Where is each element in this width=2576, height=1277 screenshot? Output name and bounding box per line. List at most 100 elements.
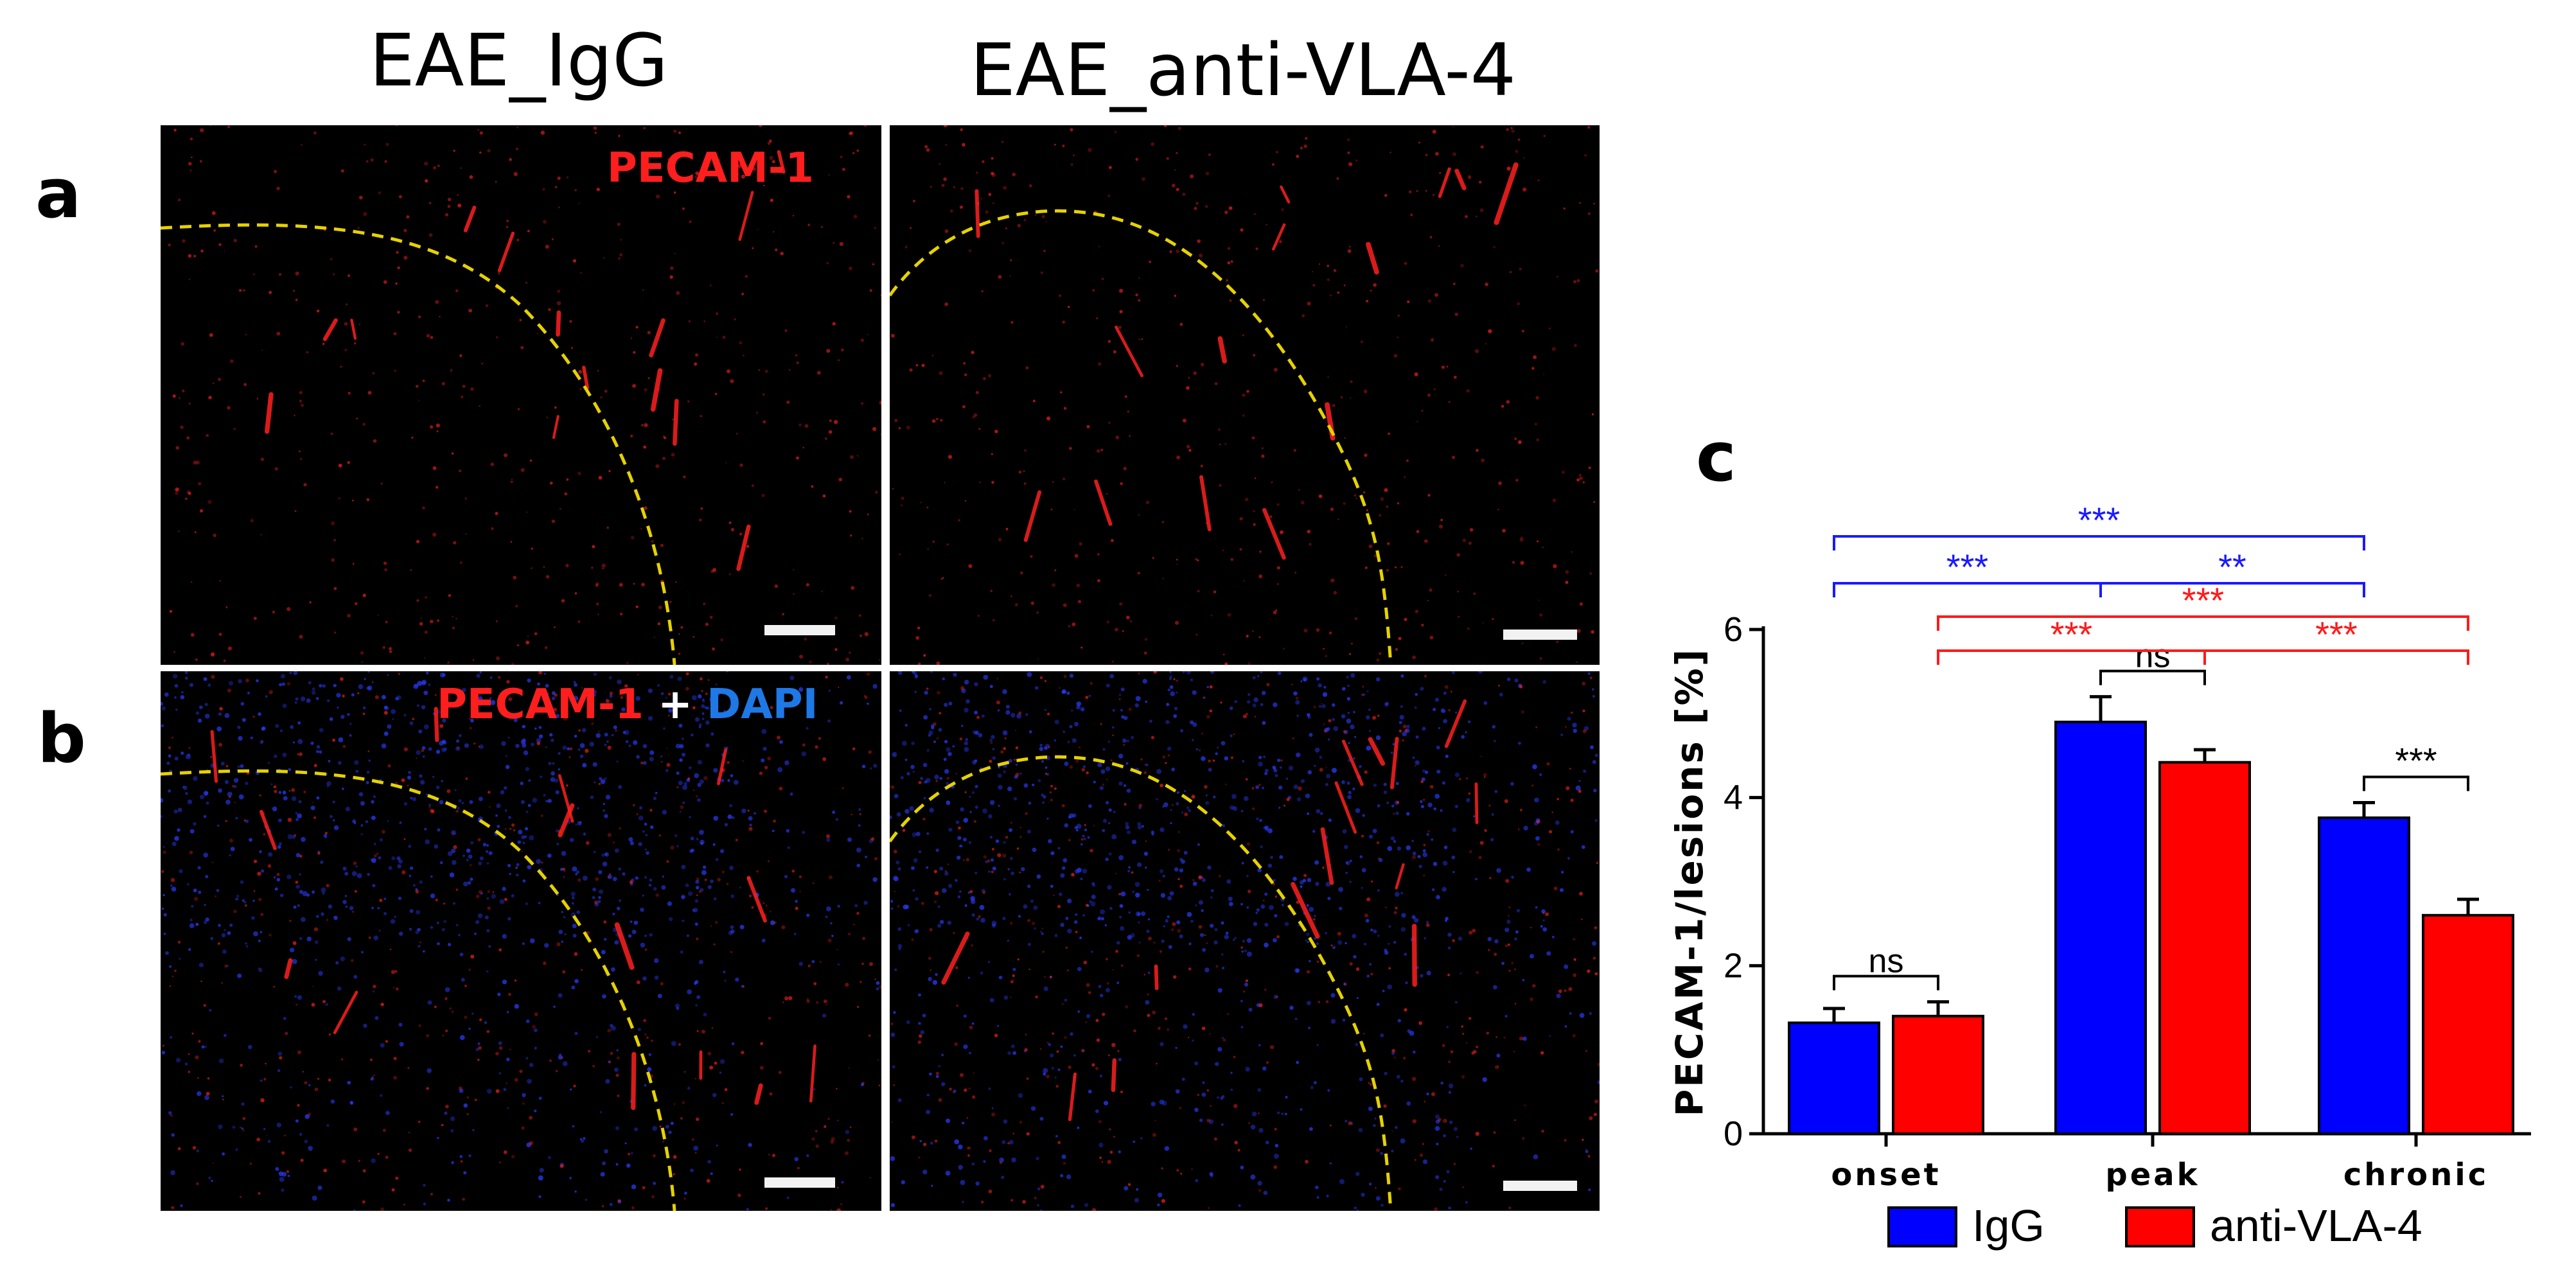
pecam-speck <box>227 646 232 651</box>
dapi-speck <box>379 838 384 842</box>
pecam-speck <box>1143 651 1147 655</box>
pecam-speck <box>1054 143 1056 146</box>
dapi-speck <box>267 762 270 764</box>
dapi-speck <box>631 929 637 935</box>
dapi-speck <box>486 1088 492 1094</box>
pecam-speck <box>798 876 802 878</box>
pecam-speck <box>325 832 328 834</box>
pecam-speck <box>666 860 669 863</box>
pecam-speck <box>1187 445 1190 448</box>
dapi-speck <box>551 696 556 701</box>
dapi-speck <box>597 900 601 904</box>
dapi-speck <box>241 1102 245 1106</box>
pecam-speck <box>940 578 942 580</box>
pecam-speck <box>217 942 220 945</box>
pecam-speck <box>915 364 919 367</box>
dapi-speck <box>315 958 317 961</box>
dapi-speck <box>1422 849 1426 852</box>
pecam-speck <box>847 195 851 198</box>
pecam-speck <box>1210 614 1213 617</box>
pecam-speck <box>1096 449 1100 453</box>
pecam-speck <box>730 951 733 953</box>
pecam-speck <box>188 1071 190 1073</box>
dapi-speck <box>240 701 245 706</box>
dapi-speck <box>573 681 576 683</box>
pecam-speck <box>869 289 872 292</box>
pecam-speck <box>1129 620 1133 623</box>
pecam-speck <box>1587 212 1591 215</box>
legend-label: anti-VLA-4 <box>2210 1201 2422 1251</box>
dapi-speck <box>700 888 704 892</box>
dapi-speck <box>603 938 607 941</box>
pecam-speck <box>332 738 335 742</box>
pecam-speck <box>836 1208 841 1211</box>
pecam-speck <box>1444 574 1447 576</box>
dapi-speck <box>245 819 249 823</box>
pecam-speck <box>1281 208 1284 211</box>
pecam-speck <box>1337 291 1340 294</box>
pecam-speck <box>1030 555 1033 558</box>
pecam-speck <box>741 174 745 179</box>
dapi-speck <box>569 1177 572 1179</box>
pecam-speck <box>601 563 606 568</box>
dapi-speck <box>741 808 746 814</box>
pecam-speck <box>169 610 173 613</box>
dapi-speck <box>484 687 488 691</box>
pecam-speck <box>1576 478 1580 482</box>
pecam-speck <box>252 273 255 276</box>
dapi-speck <box>463 1103 468 1108</box>
pecam-speck <box>598 782 601 786</box>
dapi-speck <box>218 1124 223 1129</box>
pecam-speck <box>1005 527 1009 531</box>
pecam-speck <box>1073 509 1075 511</box>
pecam-speck <box>180 425 184 429</box>
pecam-speck <box>1240 228 1244 232</box>
dapi-speck <box>304 1140 308 1143</box>
pecam-speck <box>297 1104 300 1107</box>
dapi-speck <box>1205 801 1210 806</box>
dapi-speck <box>898 947 901 951</box>
pecam-speck <box>542 188 545 191</box>
pecam-speck <box>1553 564 1557 568</box>
pecam-speck <box>1068 624 1071 628</box>
dapi-speck <box>195 711 200 715</box>
dapi-speck <box>697 782 701 788</box>
pecam-speck <box>1456 553 1460 557</box>
dapi-speck <box>248 1044 252 1050</box>
pecam-speck <box>569 320 572 323</box>
dapi-speck <box>486 929 490 933</box>
pecam-speck <box>682 207 685 210</box>
dapi-speck <box>229 854 231 857</box>
dapi-speck <box>1413 918 1419 923</box>
dapi-speck <box>699 779 704 784</box>
dapi-speck <box>315 697 319 700</box>
pecam-speck <box>1370 290 1372 292</box>
dapi-speck <box>997 1025 1000 1027</box>
dapi-speck <box>534 727 537 730</box>
pecam-speck <box>751 906 754 909</box>
pecam-speck <box>384 568 387 572</box>
dapi-speck <box>226 965 229 967</box>
pecam-speck <box>591 722 594 725</box>
dapi-speck <box>1092 883 1096 887</box>
dapi-speck <box>419 880 423 884</box>
dapi-speck <box>283 796 288 801</box>
dapi-speck <box>1242 940 1245 943</box>
pecam-speck <box>1467 175 1472 179</box>
pecam-speck <box>1416 189 1418 192</box>
dapi-speck <box>547 798 552 803</box>
dapi-speck <box>1443 691 1447 695</box>
pecam-speck <box>566 176 569 179</box>
dapi-speck <box>694 982 697 985</box>
dapi-speck <box>459 953 464 956</box>
dapi-speck <box>630 841 634 845</box>
pecam-speck <box>1469 175 1470 177</box>
pecam-speck <box>313 131 317 135</box>
pecam-speck <box>1548 327 1551 330</box>
pecam-speck <box>1259 550 1262 553</box>
dapi-speck <box>861 764 866 768</box>
pecam-speck <box>1458 615 1460 618</box>
pecam-speck <box>403 256 408 260</box>
pecam-speck <box>227 125 231 128</box>
dapi-speck <box>473 709 479 714</box>
